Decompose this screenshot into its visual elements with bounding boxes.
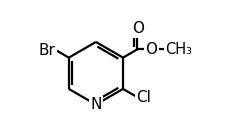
Text: N: N	[90, 97, 101, 112]
Text: O: O	[131, 21, 143, 36]
Text: CH₃: CH₃	[164, 42, 191, 57]
Text: Br: Br	[39, 43, 56, 58]
Text: O: O	[145, 42, 157, 57]
Text: Cl: Cl	[135, 90, 150, 105]
